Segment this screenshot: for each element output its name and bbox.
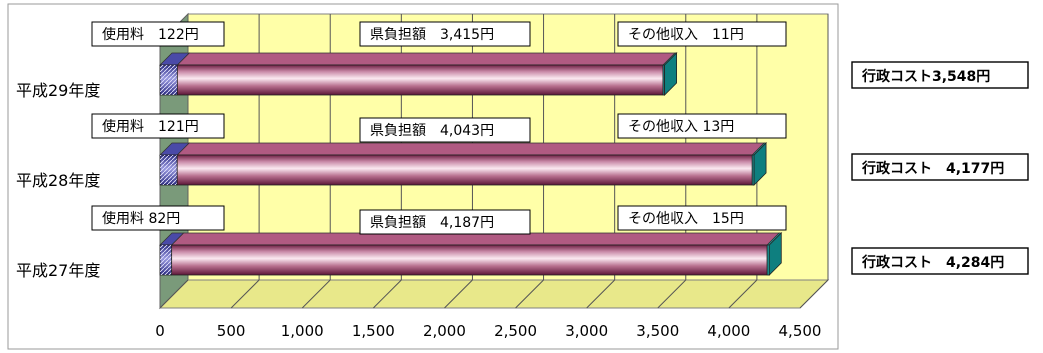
total-cost-box: [851, 153, 1029, 181]
floor-gridline: [159, 279, 189, 309]
segment-label: 県負担額 4,187円: [370, 215, 494, 231]
bar-segment-kenfutan-top: [170, 232, 781, 246]
x-tick-label: 1,500: [352, 322, 395, 340]
category-label: 平成27年度: [16, 261, 100, 280]
bar-segment-sonota-end: [753, 142, 767, 186]
segment-label: その他収入 11円: [628, 27, 744, 43]
floor-gridline: [657, 279, 687, 309]
x-tick-label: 3,000: [565, 322, 608, 340]
plot-floor: [158, 279, 830, 309]
segment-label-box: [617, 113, 787, 139]
x-tick-label: 2,500: [494, 322, 537, 340]
segment-label: 県負担額 3,415円: [370, 27, 494, 43]
floor-gridline: [444, 279, 473, 309]
bar-segment-kenfutan: [171, 244, 768, 276]
total-cost-label: 行政コスト 4,284円: [861, 254, 1004, 271]
total-cost-box: [851, 61, 1029, 89]
bar-segment-kenfutan: [176, 154, 753, 186]
segment-label: その他収入 15円: [628, 211, 744, 227]
segment-label-box: [91, 113, 225, 139]
bar-segment-shiyouryou-pattern: [160, 65, 178, 95]
total-cost-label: 行政コスト3,548円: [861, 68, 990, 85]
bar-segment-shiyouryou-pattern: [160, 245, 172, 275]
segment-label-box: [91, 205, 225, 231]
segment-label: 県負担額 4,043円: [370, 123, 494, 139]
category-label: 平成29年度: [16, 81, 100, 100]
floor-gridline: [301, 279, 331, 309]
x-tick-label: 2,000: [423, 322, 466, 340]
segment-label-box: [617, 21, 787, 47]
total-cost-box: [851, 247, 1029, 275]
segment-label-box: [617, 205, 787, 231]
x-tick-label: 4,000: [707, 322, 750, 340]
bar-segment-shiyouryou-pattern: [160, 155, 178, 185]
segment-label-box: [359, 117, 531, 143]
x-tick-label: 1,000: [281, 322, 324, 340]
x-tick-label: 500: [217, 322, 246, 340]
x-tick-label: 3,500: [636, 322, 679, 340]
x-tick-label: 0: [155, 322, 165, 340]
floor-gridline: [728, 279, 758, 309]
floor-gridline: [230, 279, 260, 309]
segment-label-box: [359, 209, 531, 235]
floor-gridline: [372, 279, 402, 309]
bar-segment-kenfutan-top: [176, 142, 766, 156]
segment-label: 使用料 121円: [102, 118, 199, 135]
segment-label-box: [91, 21, 225, 47]
segment-label: 使用料 82円: [102, 210, 180, 227]
bar-segment-kenfutan-top: [176, 52, 677, 66]
total-cost-label: 行政コスト 4,177円: [861, 160, 1004, 177]
bar-segment-sonota-end: [768, 232, 782, 276]
floor-gridline: [799, 279, 829, 309]
floor-gridline: [515, 279, 544, 309]
floor-gridline: [586, 279, 616, 309]
bar-segment-kenfutan: [176, 64, 664, 96]
category-label: 平成28年度: [16, 171, 100, 190]
segment-label: 使用料 122円: [102, 26, 199, 43]
segment-label: その他収入 13円: [628, 119, 734, 135]
segment-label-box: [359, 21, 531, 47]
bar-segment-sonota-end: [664, 52, 678, 96]
x-tick-label: 4,500: [779, 322, 822, 340]
